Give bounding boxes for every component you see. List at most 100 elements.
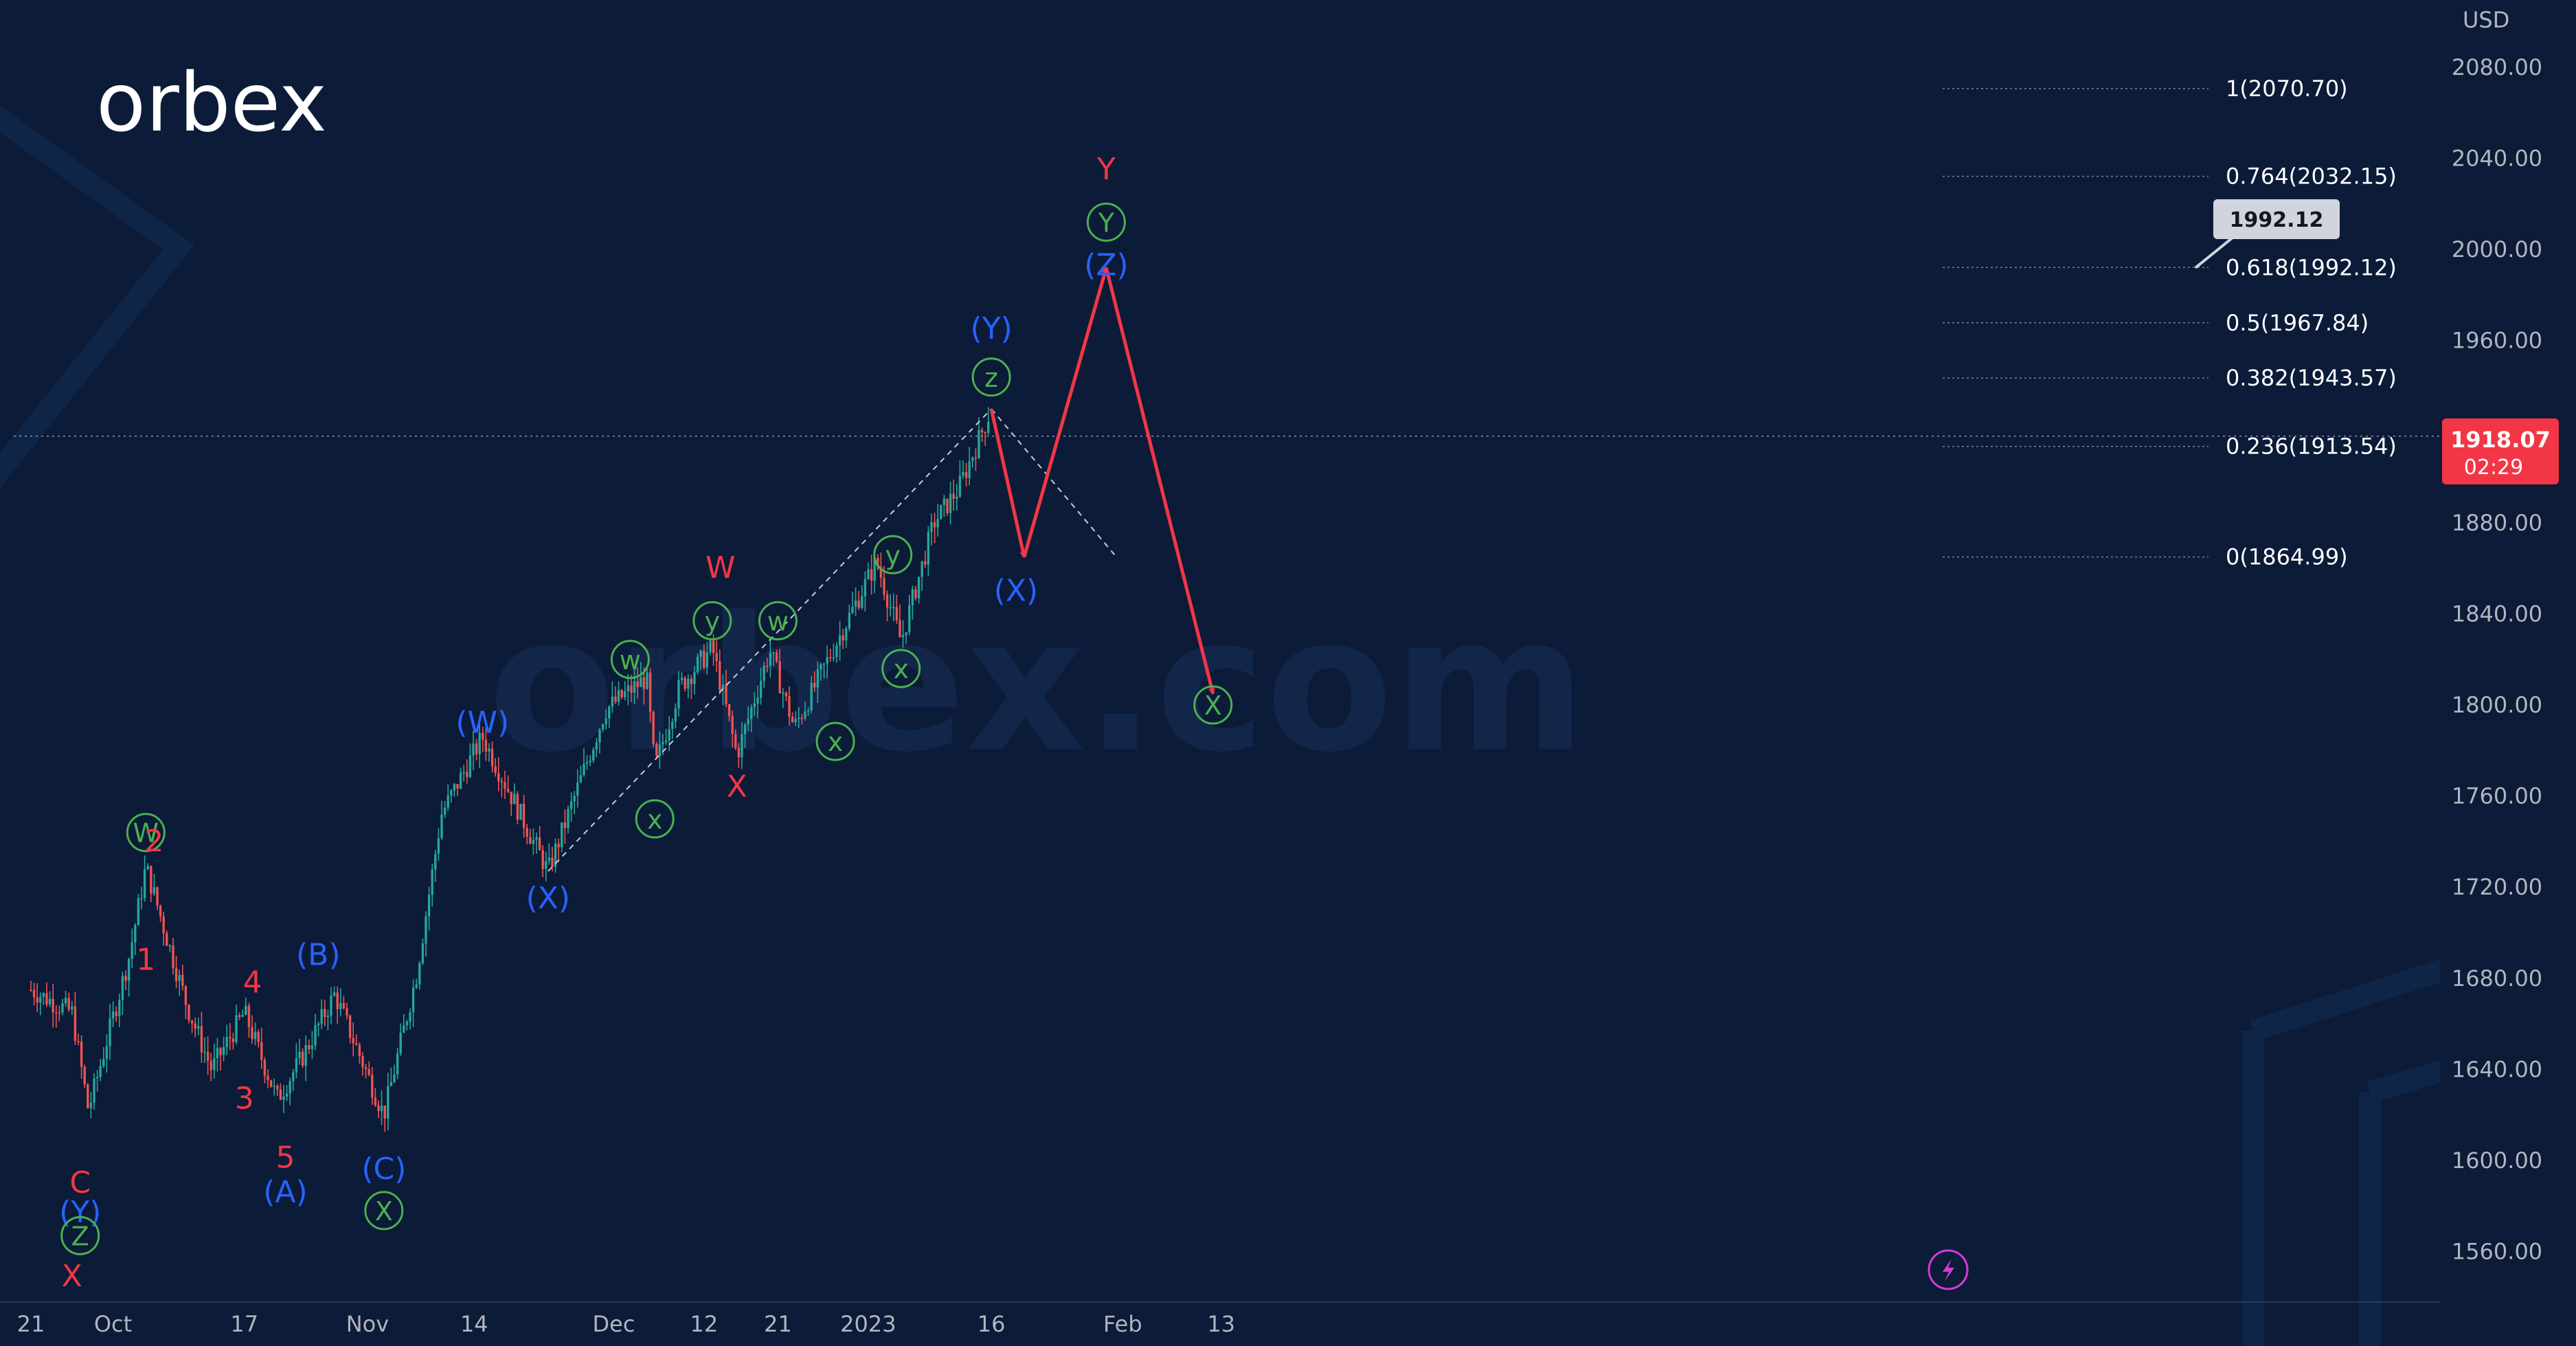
wave-label-text: y [885,540,901,570]
trend-line [547,408,992,872]
price-candles [14,407,2440,1132]
candle-body [794,719,797,722]
wave-label-text: 5 [275,1141,295,1176]
wave-label-text: Y [1098,207,1115,238]
candle-body [276,1086,279,1090]
candle-body [415,984,418,988]
candle-body [538,837,541,851]
wave-label-text: X [62,1259,82,1294]
candle-body [137,898,140,926]
candle-body [905,632,907,636]
fib-level-label: 1(2070.70) [2226,76,2348,102]
candle-body [39,996,42,1003]
candle-body [731,716,734,734]
candle-body [421,943,425,964]
candle-body [592,750,595,761]
candle-body [816,669,820,688]
candle-body [74,1006,77,1042]
candle-body [601,724,605,730]
candle-body [762,665,765,681]
y-tick-label: 2080.00 [2452,54,2542,80]
candle-body [152,887,156,894]
candle-body [848,612,851,629]
wave-label-text: (W) [455,706,509,741]
candle-body [857,601,860,608]
wave-label: 1 [136,942,155,977]
candle-body [326,1016,330,1018]
candle-body [829,657,832,658]
candle-body [453,783,456,791]
wave-label: (B) [296,938,341,973]
candle-body [936,519,939,528]
candle-body [52,998,54,1013]
wave-label-text: y [705,606,721,636]
candle-body [332,992,336,996]
candle-body [652,712,655,744]
candle-body [301,1051,304,1066]
candle-body [712,640,715,653]
lightning-icon[interactable] [1928,1249,1969,1290]
candle-body [231,1038,235,1042]
wave-label-text: x [647,805,663,835]
wave-label-text: (X) [994,573,1038,608]
candle-body [595,742,598,750]
candle-body [561,822,563,848]
forecast-arrow [1022,268,1107,558]
candle-body [447,795,449,808]
candle-body [624,691,626,697]
candle-body [946,498,949,513]
wave-label-circle [635,799,675,839]
x-tick-label: 2023 [840,1311,896,1337]
candle-body [775,652,778,662]
wave-label: z [971,357,1011,397]
candle-body [166,932,168,946]
x-tick-label: 17 [230,1311,258,1337]
candle-body [968,461,971,478]
candle-body [355,1043,358,1045]
wave-label: y [873,535,913,574]
candle-body [450,790,453,796]
candle-body [260,1042,263,1060]
candle-body [585,762,589,764]
candle-body [216,1048,219,1059]
candle-body [238,1015,241,1017]
candle-body [942,498,946,506]
wave-label: 4 [243,965,262,1000]
wave-label: 5 [275,1141,295,1176]
x-tick-label: Nov [346,1311,389,1337]
x-tick-label: 12 [690,1311,719,1337]
candle-body [674,708,677,722]
y-tick-label: 1960.00 [2452,328,2542,354]
candle-body [668,729,670,741]
fib-level-label: 0.382(1943.57) [2226,365,2397,391]
candle-body [95,1077,99,1079]
wave-label-text: X [1204,691,1222,721]
candle-body [431,869,433,895]
y-tick-label: 1720.00 [2452,874,2542,900]
y-tick-label: 1640.00 [2452,1056,2542,1082]
candle-body [178,974,181,981]
candle-body [466,772,468,777]
wave-label: Z [60,1215,100,1255]
candle-body [863,579,867,596]
fib-level-label: 0.618(1992.12) [2226,254,2397,280]
wave-label: (C) [361,1152,406,1187]
candle-body [879,566,883,578]
candle-body [146,866,149,870]
candle-body [156,887,159,906]
candle-body [579,775,583,783]
wave-label-circle [971,357,1011,397]
candle-body [551,857,554,867]
wave-label-circle [758,601,798,640]
candle-body [456,783,459,789]
candle-body [655,743,658,756]
candle-body [608,706,611,719]
candle-body [506,789,510,792]
wave-label: w [758,601,798,640]
wave-label-text: (Y) [971,311,1013,346]
wave-label: (Z) [1084,247,1128,282]
candle-body [83,1066,86,1085]
wave-label-text: Z [71,1221,89,1251]
candle-body [687,678,690,689]
candle-body [841,635,844,641]
